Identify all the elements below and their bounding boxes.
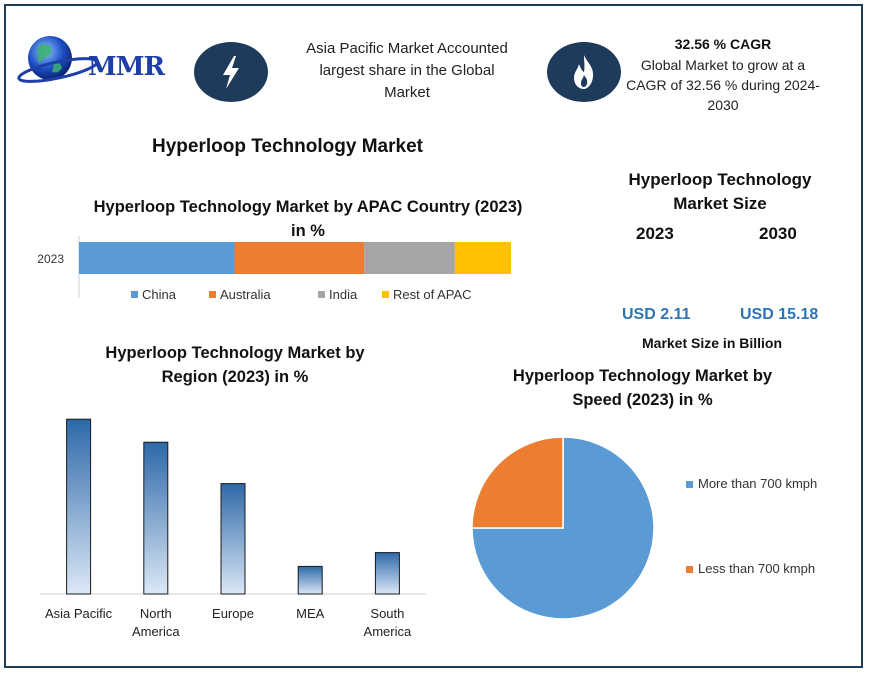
bar-europe xyxy=(220,483,246,595)
legend-swatch xyxy=(686,481,693,488)
pie-slice-less-than-700 xyxy=(471,436,564,529)
page-title: Hyperloop Technology Market xyxy=(152,136,423,157)
region-chart-title-line: Region (2023) in % xyxy=(161,368,309,386)
apac-chart-title: Hyperloop Technology Market by APAC Coun… xyxy=(70,195,546,243)
category-label: South xyxy=(370,606,404,621)
speed-chart-title-line: Hyperloop Technology Market by xyxy=(512,367,773,385)
year-end: 2030 xyxy=(759,224,797,243)
bar-asia-pacific xyxy=(66,418,92,595)
year-start: 2023 xyxy=(636,224,674,243)
category-label: North xyxy=(140,606,172,621)
legend-swatch xyxy=(131,291,138,298)
legend-swatch xyxy=(209,291,216,298)
legend-swatch xyxy=(382,291,389,298)
market-value-end: USD 15.18 xyxy=(740,306,819,323)
mmr-logo: MMR xyxy=(16,26,176,90)
bar-south-america xyxy=(374,552,400,595)
bar-segment-india xyxy=(364,242,455,274)
speed-chart-title-line: Speed (2023) in % xyxy=(572,391,713,409)
market-size-title: Hyperloop Technology xyxy=(628,170,812,189)
category-label: America xyxy=(364,624,412,639)
apac-country-chart: 2023 China Australia India Rest of APAC xyxy=(37,236,511,302)
apac-chart-title-line: in % xyxy=(291,222,325,240)
market-size-title: Market Size xyxy=(673,194,767,213)
legend-label: China xyxy=(142,287,177,302)
region-chart: Asia Pacific North America Europe MEA South Am… xyxy=(40,418,426,639)
logo-text: MMR xyxy=(88,52,165,82)
bar-segment-china xyxy=(79,242,235,274)
lightning-icon xyxy=(223,56,239,89)
apac-highlight-text: Asia Pacific Market Accounted largest sh… xyxy=(282,38,532,104)
region-chart-title-line: Hyperloop Technology Market by xyxy=(105,344,365,362)
highlight-line: largest share in the Global xyxy=(319,62,495,79)
market-size-subtitle: Market Size in Billion xyxy=(642,335,783,351)
cagr-title: 32.56 % CAGR xyxy=(674,36,772,52)
market-value-start: USD 2.11 xyxy=(622,306,691,323)
bar-segment-australia xyxy=(234,242,365,274)
lightning-badge xyxy=(194,42,268,102)
cagr-line: CAGR of 32.56 % during 2024- xyxy=(626,77,820,93)
category-label: America xyxy=(132,624,180,639)
globe-icon xyxy=(17,36,99,83)
flame-badge xyxy=(547,42,621,102)
cagr-line: 2030 xyxy=(707,97,739,113)
bar-mea xyxy=(297,565,323,595)
market-size-block: Hyperloop Technology Market Size xyxy=(600,168,840,216)
bar-segment-rest-of-apac xyxy=(454,242,511,274)
legend-swatch xyxy=(686,566,693,573)
category-label: MEA xyxy=(296,606,325,621)
legend-label: More than 700 kmph xyxy=(698,476,817,491)
category-label: Europe xyxy=(212,606,254,621)
infographic-frame xyxy=(4,4,863,668)
highlight-line: Market xyxy=(384,84,430,101)
bar-north-america xyxy=(143,441,169,595)
category-label: Asia Pacific xyxy=(45,606,113,621)
speed-pie-chart: More than 700 kmph Less than 700 kmph xyxy=(471,436,817,620)
category-label: 2023 xyxy=(37,252,64,266)
legend-label: Australia xyxy=(220,287,271,302)
flame-icon xyxy=(574,55,594,89)
cagr-line: Global Market to grow at a xyxy=(640,57,806,73)
apac-chart-title-line: Hyperloop Technology Market by APAC Coun… xyxy=(93,198,523,216)
region-chart-title: Hyperloop Technology Market by Region (2… xyxy=(70,341,400,389)
highlight-line: Asia Pacific Market Accounted xyxy=(306,40,508,57)
speed-chart-title: Hyperloop Technology Market by Speed (20… xyxy=(485,364,800,412)
legend-swatch xyxy=(318,291,325,298)
legend-label: Rest of APAC xyxy=(393,287,472,302)
legend-label: Less than 700 kmph xyxy=(698,561,815,576)
legend-label: India xyxy=(329,287,358,302)
cagr-block: 32.56 % CAGR Global Market to grow at a … xyxy=(618,36,828,115)
